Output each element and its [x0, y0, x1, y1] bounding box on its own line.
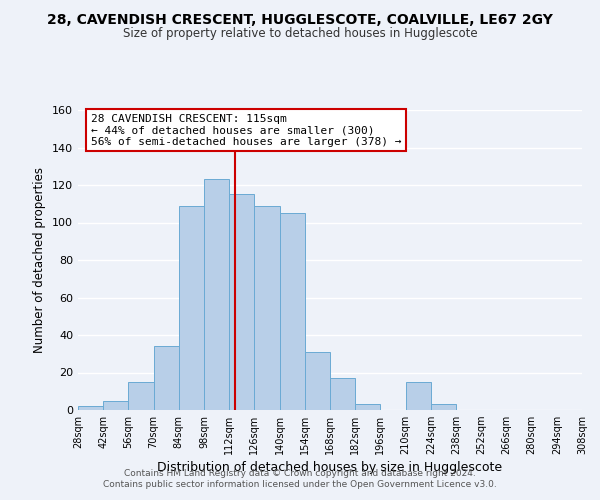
Bar	[103, 400, 128, 410]
Bar	[78, 406, 103, 410]
Bar	[204, 180, 229, 410]
X-axis label: Distribution of detached houses by size in Hugglescote: Distribution of detached houses by size …	[157, 462, 503, 474]
Bar	[431, 404, 456, 410]
Text: Contains public sector information licensed under the Open Government Licence v3: Contains public sector information licen…	[103, 480, 497, 489]
Y-axis label: Number of detached properties: Number of detached properties	[34, 167, 46, 353]
Bar	[355, 404, 380, 410]
Text: 28 CAVENDISH CRESCENT: 115sqm
← 44% of detached houses are smaller (300)
56% of : 28 CAVENDISH CRESCENT: 115sqm ← 44% of d…	[91, 114, 401, 147]
Bar	[229, 194, 254, 410]
Bar	[179, 206, 204, 410]
Text: Size of property relative to detached houses in Hugglescote: Size of property relative to detached ho…	[122, 28, 478, 40]
Text: Contains HM Land Registry data © Crown copyright and database right 2024.: Contains HM Land Registry data © Crown c…	[124, 468, 476, 477]
Text: 28, CAVENDISH CRESCENT, HUGGLESCOTE, COALVILLE, LE67 2GY: 28, CAVENDISH CRESCENT, HUGGLESCOTE, COA…	[47, 12, 553, 26]
Bar	[128, 382, 154, 410]
Bar	[154, 346, 179, 410]
Bar	[406, 382, 431, 410]
Bar	[254, 206, 280, 410]
Bar	[305, 352, 330, 410]
Bar	[280, 213, 305, 410]
Bar	[330, 378, 355, 410]
